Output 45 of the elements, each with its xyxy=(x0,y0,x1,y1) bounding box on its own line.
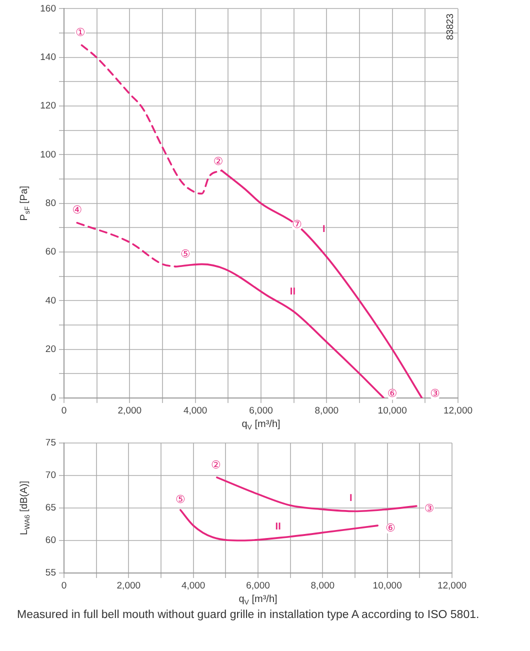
y-tick-label: 160 xyxy=(40,3,56,14)
y-tick-label: 55 xyxy=(45,568,56,579)
x-tick-label: 2,000 xyxy=(118,405,142,416)
series-label: I xyxy=(322,224,326,235)
y-tick-label: 75 xyxy=(45,438,56,449)
annotation: ② xyxy=(213,154,224,168)
annotation: ⑤ xyxy=(180,247,191,260)
x-tick-label: 0 xyxy=(61,405,67,416)
x-tick-label: 6,000 xyxy=(249,405,273,416)
x-tick-label: 0 xyxy=(61,580,67,592)
x-tick-label: 12,000 xyxy=(443,405,473,416)
x-tick-label: 8,000 xyxy=(314,405,339,416)
annotation: ② xyxy=(211,458,222,472)
y-tick-label: 120 xyxy=(40,100,56,112)
x-tick-label: 10,000 xyxy=(372,580,402,592)
y-tick-label: 40 xyxy=(45,295,56,306)
y-tick-label: 70 xyxy=(45,470,56,482)
y-tick-label: 65 xyxy=(45,502,56,514)
annotation: ⑥ xyxy=(386,522,396,535)
y-tick-label: 20 xyxy=(45,344,56,355)
x-tick-label: 6,000 xyxy=(246,580,270,592)
series-label: II xyxy=(290,286,296,298)
annotation: ③ xyxy=(424,502,434,516)
y-tick-label: 60 xyxy=(45,246,56,258)
annotation: ⑤ xyxy=(175,493,186,506)
x-tick-label: 2,000 xyxy=(116,580,141,592)
x-tick-label: 8,000 xyxy=(310,580,335,592)
annotation: 83823 xyxy=(445,14,456,40)
y-tick-label: 80 xyxy=(45,198,56,209)
text: Measured in full bell mouth without guard grille in installation type A according to ISO 5801. xyxy=(17,609,480,621)
y-tick-label: 0 xyxy=(50,392,56,404)
annotation: ⑥ xyxy=(387,387,398,400)
y-tick-label: 60 xyxy=(45,535,56,546)
x-tick-label: 4,000 xyxy=(181,580,206,592)
annotation: ① xyxy=(75,26,86,39)
series-label: II xyxy=(275,521,282,532)
annotation: ③ xyxy=(430,387,440,400)
series-label: I xyxy=(349,493,352,504)
annotation: ⑦ xyxy=(292,218,302,232)
y-tick-label: 100 xyxy=(40,149,56,160)
x-tick-label: 12,000 xyxy=(437,580,467,592)
annotation: ④ xyxy=(72,204,82,217)
x-tick-label: 4,000 xyxy=(183,405,208,416)
x-tick-label: 10,000 xyxy=(378,405,407,416)
y-tick-label: 140 xyxy=(40,52,56,63)
